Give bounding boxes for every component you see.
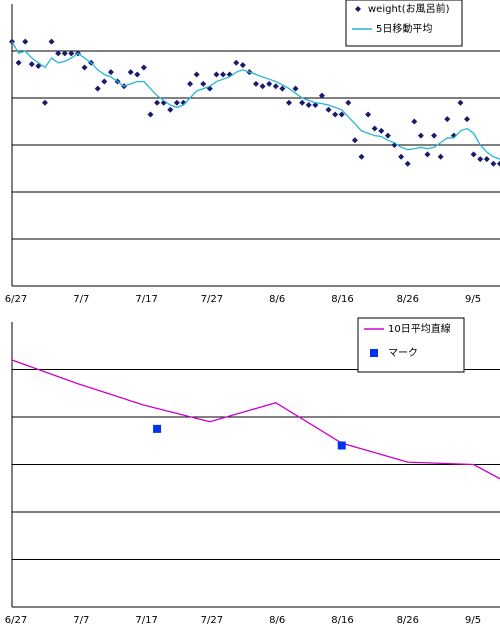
data-point: [351, 137, 358, 144]
data-point: [325, 106, 332, 113]
data-point: [233, 59, 240, 66]
x-tick-label: 7/27: [201, 615, 223, 626]
data-point: [48, 38, 55, 45]
x-tick-label: 8/6: [269, 294, 285, 305]
series-line: [11, 359, 500, 480]
data-point: [147, 111, 154, 118]
data-point: [411, 118, 418, 125]
data-point: [483, 156, 490, 163]
legend-marker: [355, 6, 361, 12]
legend-marker: [370, 349, 378, 357]
x-tick-label: 7/17: [135, 294, 157, 305]
data-point: [431, 132, 438, 139]
data-point: [140, 64, 147, 71]
data-point: [299, 99, 306, 106]
data-point: [220, 71, 227, 78]
series-line: [11, 41, 500, 160]
data-point: [200, 80, 207, 87]
data-point: [365, 111, 372, 118]
data-point: [173, 99, 180, 106]
data-point: [127, 69, 134, 76]
data-point: [213, 71, 220, 78]
data-point: [338, 111, 345, 118]
data-point: [464, 116, 471, 123]
data-point: [134, 71, 141, 78]
data-point: [285, 99, 292, 106]
data-point: [28, 61, 35, 68]
data-point: [371, 125, 378, 132]
data-point: [378, 127, 385, 134]
chart-1: 6/27 7/7 7/17 7/27 8/6 8/16 8/26 9/5 weight(お風呂前…: [5, 0, 500, 305]
x-tick-label: 9/5: [465, 294, 481, 305]
data-point: [68, 50, 75, 57]
data-point: [239, 62, 246, 69]
data-point: [470, 151, 477, 158]
data-point: [358, 153, 365, 160]
x-tick-label: 8/26: [397, 615, 419, 626]
data-point: [332, 111, 339, 118]
data-point: [497, 160, 500, 167]
data-point: [444, 116, 451, 123]
data-point: [490, 160, 497, 167]
data-point: [477, 156, 484, 163]
data-point: [272, 83, 279, 90]
data-point: [94, 85, 101, 92]
legend-box: [357, 317, 465, 373]
data-point: [345, 99, 352, 106]
data-point: [266, 80, 273, 87]
data-point: [154, 99, 161, 106]
data-point: [279, 85, 286, 92]
legend-label: 10日平均直線: [388, 322, 451, 335]
data-point: [187, 80, 194, 87]
x-tick-label: 7/17: [135, 615, 157, 626]
data-point: [167, 106, 174, 113]
x-tick-label: 6/27: [5, 615, 27, 626]
x-tick-label: 8/16: [331, 615, 353, 626]
legend-label: weight(お風呂前): [368, 2, 450, 15]
legend-label: 5日移動平均: [376, 22, 432, 35]
x-tick-label: 7/27: [201, 294, 223, 305]
x-tick-label: 7/7: [73, 615, 89, 626]
legend-box: [345, 0, 463, 47]
data-point: [55, 50, 62, 57]
x-tick-label: 9/5: [465, 615, 481, 626]
data-point: [259, 83, 266, 90]
data-point: [292, 85, 299, 92]
data-point: [437, 153, 444, 160]
data-point: [253, 80, 259, 87]
data-point: [398, 153, 405, 160]
data-point: [107, 69, 114, 76]
data-point: [193, 71, 200, 78]
data-point: [424, 151, 431, 158]
marker-point: [337, 441, 346, 450]
data-point: [305, 102, 312, 109]
x-tick-label: 6/27: [5, 294, 27, 305]
x-tick-label: 7/7: [73, 294, 89, 305]
data-point: [417, 132, 424, 139]
data-point: [457, 99, 464, 106]
data-point: [22, 38, 29, 45]
data-point: [404, 160, 411, 167]
data-point: [61, 50, 68, 57]
legend-label: マーク: [388, 347, 418, 359]
data-point: [15, 59, 22, 66]
data-point: [318, 92, 325, 99]
data-point: [384, 132, 391, 139]
data-point: [41, 99, 48, 106]
x-tick-label: 8/16: [331, 294, 353, 305]
marker-point: [153, 424, 162, 433]
data-point: [81, 64, 88, 71]
legend: weight(お風呂前) 5日移動平均: [345, 0, 463, 47]
data-point: [101, 78, 108, 85]
x-tick-label: 8/6: [269, 615, 285, 626]
x-tick-label: 8/26: [397, 294, 419, 305]
